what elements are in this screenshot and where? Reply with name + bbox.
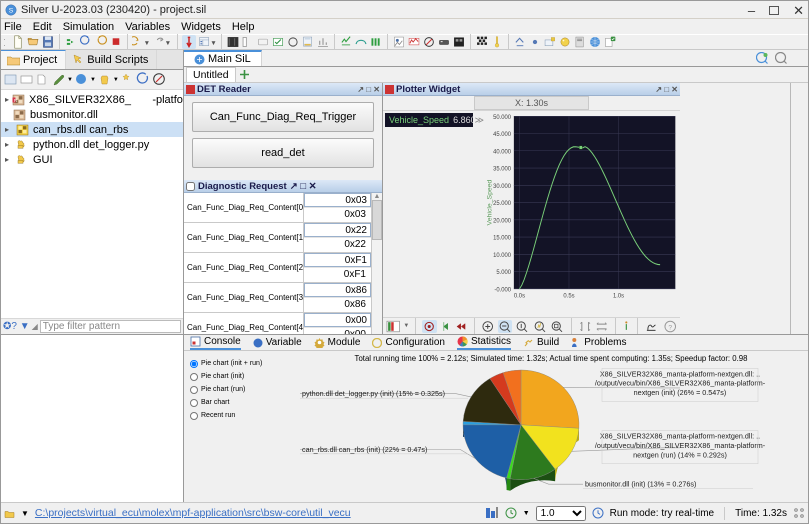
svg-text:nextgen (init) (26% = 0.547s): nextgen (init) (26% = 0.547s) (634, 389, 727, 398)
svg-text:50.000: 50.000 (493, 114, 511, 121)
svg-text:Vehicle_Speed: Vehicle_Speed (487, 179, 494, 225)
svg-text:can_rbs.dll can_rbs (init) (22: can_rbs.dll can_rbs (init) (22% = 0.47s) (302, 445, 427, 454)
svg-text:busmonitor.dll (init) (13% = 0: busmonitor.dll (init) (13% = 0.276s) (585, 480, 696, 489)
svg-text:▼: ▼ (165, 40, 172, 47)
svg-text:▼: ▼ (144, 40, 151, 47)
svg-text:R: R (14, 98, 17, 103)
svg-text:X86_SILVER32X86_manta-platform: X86_SILVER32X86_manta-platform-nextgen.d… (600, 432, 760, 441)
svg-text:0.0s: 0.0s (514, 292, 525, 299)
svg-text:X86_SILVER32X86_manta-platform: X86_SILVER32X86_manta-platform-nextgen.d… (600, 370, 760, 379)
svg-text:1.0s: 1.0s (613, 292, 624, 299)
svg-text:?: ? (669, 324, 673, 331)
svg-text:nextgen (run) (14% = 0.292s): nextgen (run) (14% = 0.292s) (633, 451, 727, 460)
svg-text:0.5s: 0.5s (563, 292, 574, 299)
svg-text:/output/vecu/bin/X86_SILVER32X: /output/vecu/bin/X86_SILVER32X86_manta-p… (595, 379, 766, 388)
svg-text:10.000: 10.000 (493, 252, 511, 259)
svg-text:15.000: 15.000 (493, 234, 511, 241)
svg-text:45.000: 45.000 (493, 131, 511, 138)
svg-text:S: S (9, 7, 14, 14)
svg-text:30.000: 30.000 (493, 183, 511, 190)
svg-text:5.000: 5.000 (496, 269, 511, 276)
svg-text:20.000: 20.000 (493, 217, 511, 224)
svg-text:40.000: 40.000 (493, 148, 511, 155)
svg-text:35.000: 35.000 (493, 165, 511, 172)
svg-text:▼: ▼ (210, 40, 217, 47)
svg-text:-0.000: -0.000 (494, 286, 511, 293)
svg-text:python.dll det_logger.py (init: python.dll det_logger.py (init) (15% = 0… (302, 390, 445, 399)
svg-text:25.000: 25.000 (493, 200, 511, 207)
svg-text:/output/vecu/bin/X86_SILVER32X: /output/vecu/bin/X86_SILVER32X86_manta-p… (595, 441, 766, 450)
